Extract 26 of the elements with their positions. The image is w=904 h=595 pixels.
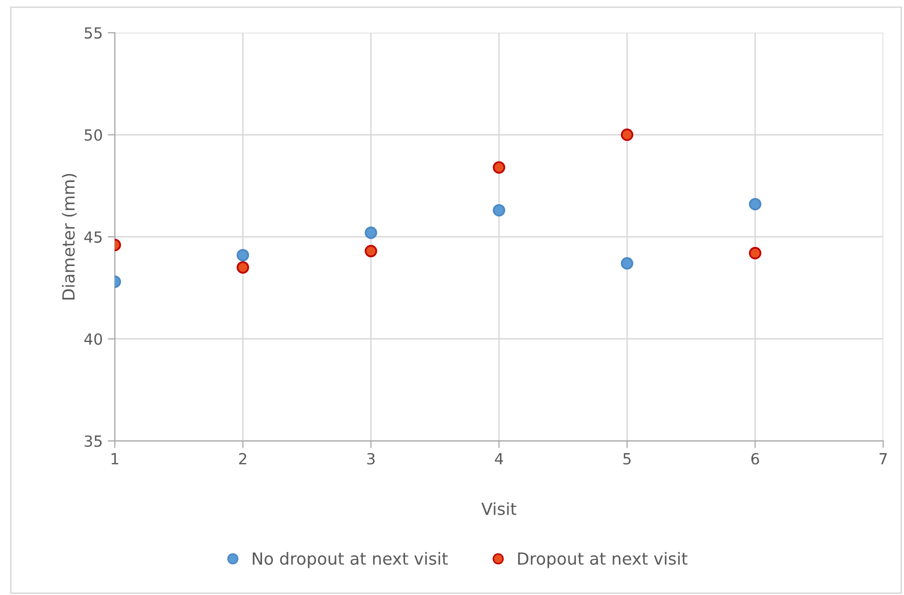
- point: [748, 198, 762, 210]
- point: [236, 248, 250, 262]
- y-tick-label: 55: [84, 27, 102, 39]
- point: [364, 244, 378, 258]
- x-tick-label: 4: [494, 453, 504, 464]
- point: [620, 128, 634, 141]
- x-tick-label: 5: [623, 453, 631, 465]
- y-tick-label: 40: [84, 333, 102, 345]
- legend-label: No dropout at next visit: [252, 552, 448, 568]
- y-tick-label: 45: [84, 231, 102, 243]
- x-tick-label: 2: [239, 452, 246, 464]
- point: [236, 261, 250, 274]
- point: [748, 246, 762, 260]
- y-tick-label: 35: [84, 435, 102, 447]
- x-tick-label: 3: [367, 452, 375, 465]
- x-tick-label: 7: [880, 453, 887, 464]
- x-axis-title: Visit: [481, 502, 516, 516]
- x-tick-label: 1: [112, 453, 118, 464]
- y-axis-title: Diameter (mm): [62, 174, 77, 300]
- legend-label: Dropout at next visit: [518, 552, 688, 568]
- point: [492, 204, 506, 216]
- x-tick-label: 6: [751, 452, 760, 465]
- point: [492, 161, 506, 174]
- y-tick-label: 50: [84, 129, 102, 141]
- point: [620, 257, 634, 270]
- point: [364, 226, 378, 239]
